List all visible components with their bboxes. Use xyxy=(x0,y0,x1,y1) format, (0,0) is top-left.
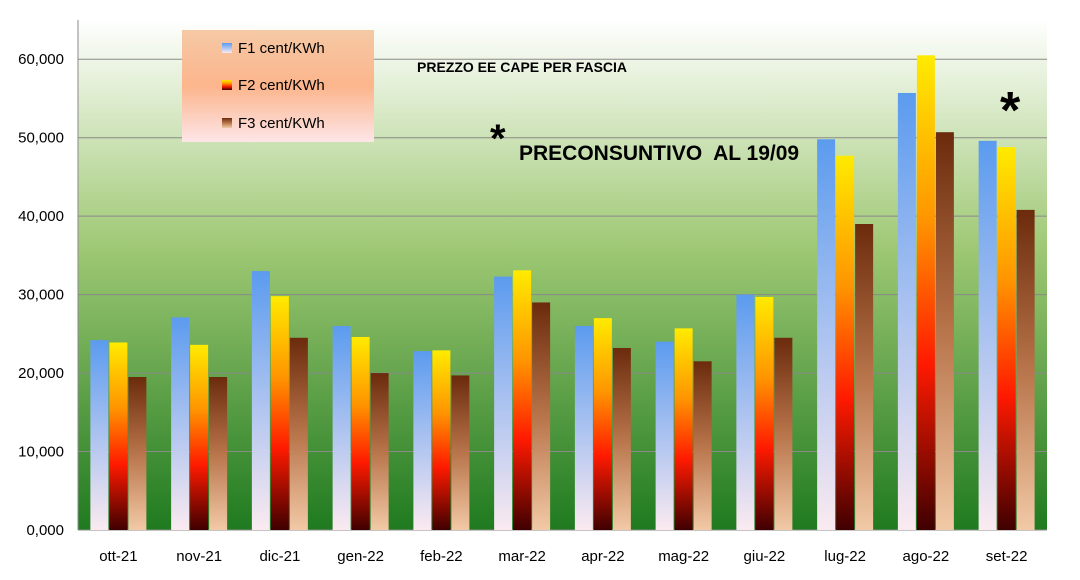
legend-label-series-1: F1 cent/KWh xyxy=(238,40,325,57)
bar-ott-21-series-1 xyxy=(90,340,109,530)
bar-nov-21-series-2 xyxy=(190,344,209,530)
x-tick-label: feb-22 xyxy=(420,548,463,565)
legend-swatch-series-3 xyxy=(222,118,232,128)
y-tick-label: 10,000 xyxy=(18,444,64,461)
x-tick-label: nov-21 xyxy=(176,548,222,565)
bar-feb-22-series-2 xyxy=(432,350,451,530)
bar-mar-22-series-2 xyxy=(513,270,532,530)
x-tick-label: ott-21 xyxy=(99,548,137,565)
y-axis-ticks: 0,000 10,000 20,000 30,000 40,000 50,000 60,00… xyxy=(18,51,64,539)
bar-gen-22-series-1 xyxy=(332,326,351,530)
bar-set-22-series-3 xyxy=(1016,209,1035,530)
bar-ott-21-series-3 xyxy=(128,377,147,530)
bar-gen-22-series-2 xyxy=(351,336,370,530)
bar-mag-22-series-1 xyxy=(655,341,674,530)
bar-dic-21-series-3 xyxy=(289,337,308,530)
y-tick-label: 60,000 xyxy=(18,51,64,68)
bar-mar-22-series-3 xyxy=(532,302,551,530)
y-tick-label: 30,000 xyxy=(18,287,64,304)
bar-giu-22-series-3 xyxy=(774,337,793,530)
bar-mag-22-series-3 xyxy=(693,361,712,530)
x-tick-label: apr-22 xyxy=(581,548,624,565)
x-tick-label: mar-22 xyxy=(498,548,546,565)
bar-ott-21-series-2 xyxy=(109,342,128,530)
bar-mar-22-series-1 xyxy=(494,276,513,530)
gridlines xyxy=(77,20,1047,531)
bar-gen-22-series-3 xyxy=(370,373,389,530)
legend-box xyxy=(182,30,374,142)
y-tick-label: 20,000 xyxy=(18,365,64,382)
bar-nov-21-series-1 xyxy=(171,317,190,530)
bar-feb-22-series-1 xyxy=(413,351,432,530)
x-tick-label: gen-22 xyxy=(337,548,384,565)
bar-set-22-series-1 xyxy=(978,140,997,531)
y-tick-label: 0,000 xyxy=(26,522,64,539)
x-tick-label: giu-22 xyxy=(744,548,786,565)
bar-lug-22-series-1 xyxy=(817,139,836,530)
legend: F1 cent/KWh F2 cent/KWh F3 cent/KWh xyxy=(182,30,374,142)
bar-giu-22-series-2 xyxy=(755,296,774,530)
legend-label-series-3: F3 cent/KWh xyxy=(238,115,325,132)
bars xyxy=(90,55,1035,531)
bar-giu-22-series-1 xyxy=(736,294,755,530)
bar-ago-22-series-1 xyxy=(897,92,916,530)
bar-ago-22-series-3 xyxy=(935,132,954,530)
x-tick-label: dic-21 xyxy=(259,548,300,565)
bar-apr-22-series-1 xyxy=(574,326,593,530)
bar-set-22-series-2 xyxy=(997,147,1016,530)
bar-dic-21-series-2 xyxy=(270,296,289,530)
x-tick-label: ago-22 xyxy=(903,548,950,565)
bar-dic-21-series-1 xyxy=(251,271,270,530)
chart-title: PREZZO EE CAPE PER FASCIA xyxy=(417,59,627,75)
bar-apr-22-series-3 xyxy=(612,347,631,530)
x-tick-label: lug-22 xyxy=(824,548,866,565)
annotation-text: PRECONSUNTIVO AL 19/09 xyxy=(519,142,799,165)
legend-swatch-series-1 xyxy=(222,43,232,53)
x-axis-ticks: ott-21 nov-21 dic-21 gen-22 feb-22 mar-22 apr-… xyxy=(99,548,1027,565)
bar-lug-22-series-2 xyxy=(836,155,855,530)
legend-swatch-series-2 xyxy=(222,80,232,90)
y-tick-label: 50,000 xyxy=(18,130,64,147)
annotation-marker-set-22: * xyxy=(1000,82,1021,140)
x-tick-label: set-22 xyxy=(986,548,1028,565)
bar-feb-22-series-3 xyxy=(451,375,470,530)
annotation-marker-left: * xyxy=(490,117,506,161)
bar-apr-22-series-2 xyxy=(593,318,612,530)
bar-mag-22-series-2 xyxy=(674,328,693,530)
y-tick-label: 40,000 xyxy=(18,208,64,225)
bar-nov-21-series-3 xyxy=(209,377,228,530)
bar-ago-22-series-2 xyxy=(916,55,935,531)
legend-label-series-2: F2 cent/KWh xyxy=(238,77,325,94)
bar-lug-22-series-3 xyxy=(855,224,874,530)
x-tick-label: mag-22 xyxy=(658,548,709,565)
